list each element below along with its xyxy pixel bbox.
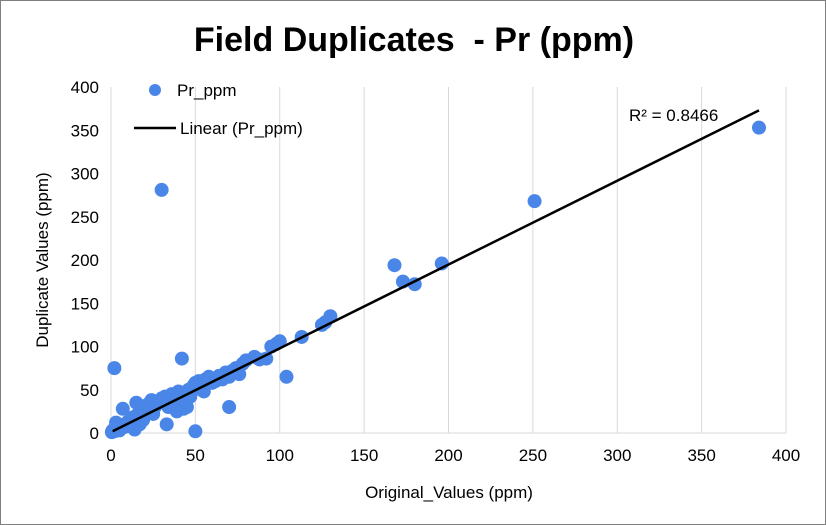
legend-label-scatter: Pr_ppm [177,81,237,100]
y-tick-label: 350 [71,121,99,140]
data-points [104,120,766,440]
data-point [387,258,402,273]
y-tick-label: 400 [71,78,99,97]
y-tick-label: 150 [71,294,99,313]
y-tick-label: 100 [71,338,99,357]
x-tick-label: 50 [186,446,205,465]
x-tick-label: 400 [772,446,800,465]
data-point [279,369,294,384]
x-tick-label: 350 [687,446,715,465]
r-squared-label: R² = 0.8466 [629,106,718,125]
data-point [259,351,274,366]
x-tick-label: 0 [106,446,115,465]
y-tick-label: 0 [90,424,99,443]
trendline-line [112,109,760,433]
y-tick-label: 200 [71,251,99,270]
data-point [527,194,542,209]
legend-marker-scatter [149,84,161,96]
x-axis-label: Original_Values (ppm) [365,483,533,502]
data-point [174,351,189,366]
x-tick-label: 250 [519,446,547,465]
x-tick-label: 300 [603,446,631,465]
y-axis-label: Duplicate Values (ppm) [33,172,52,347]
x-tick-labels: 0 50 100 150 200 250 300 350 400 [106,446,800,465]
data-point [159,417,174,432]
data-point [222,400,237,415]
axes [110,87,786,434]
trendline [112,109,760,433]
chart-title: Field Duplicates - Pr (ppm) [194,21,634,59]
legend: Pr_ppm Linear (Pr_ppm) [134,81,303,138]
data-point [188,424,203,439]
y-tick-label: 250 [71,208,99,227]
data-point [107,361,122,376]
x-tick-label: 100 [266,446,294,465]
x-tick-label: 150 [350,446,378,465]
data-point [752,120,766,135]
data-point [272,334,287,349]
data-point [323,309,338,324]
data-point [129,395,144,410]
data-point [136,413,151,428]
x-tick-label: 200 [434,446,462,465]
legend-label-linear: Linear (Pr_ppm) [180,119,303,138]
y-tick-labels: 0 50 100 150 200 250 300 350 400 [71,78,99,443]
y-tick-label: 50 [80,381,99,400]
data-point [115,401,130,416]
data-point [154,182,169,197]
gridlines [194,87,787,433]
y-tick-label: 300 [71,165,99,184]
